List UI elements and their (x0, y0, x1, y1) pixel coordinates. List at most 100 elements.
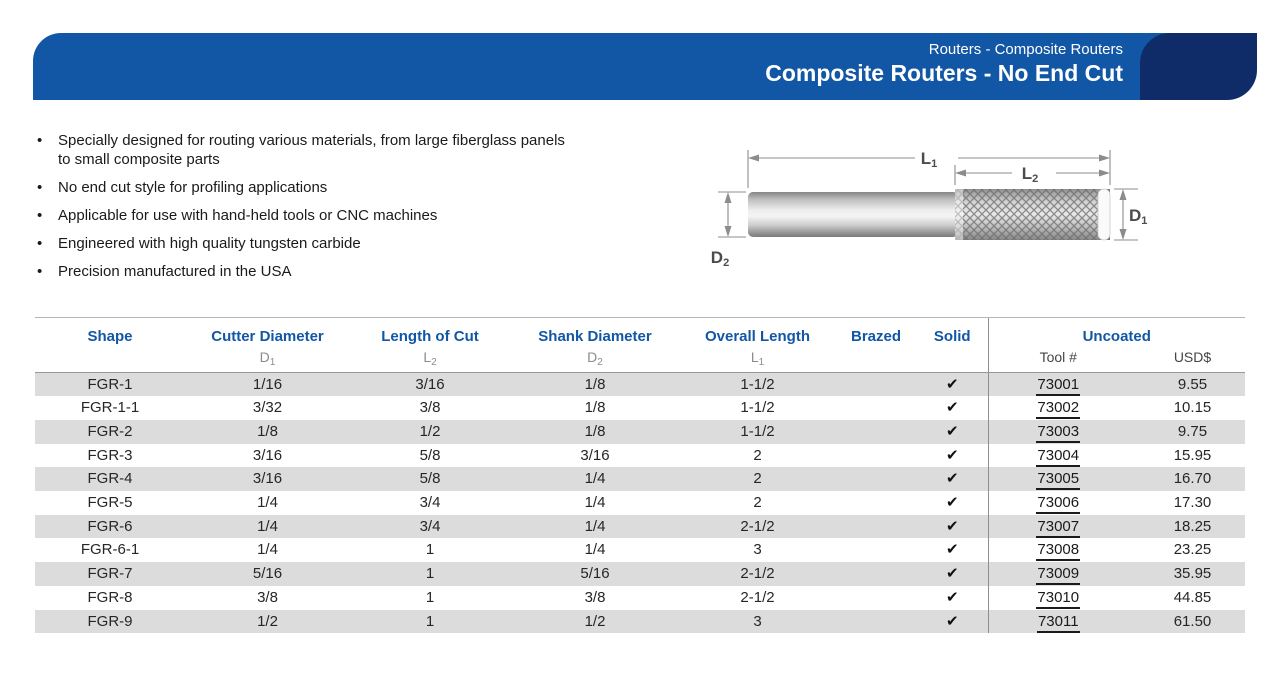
tool-number-link[interactable]: 73005 (1036, 471, 1081, 491)
cell-overall-length: 3 (680, 609, 835, 634)
cell-solid-check-icon: ✔ (945, 399, 959, 417)
cell-shank-diameter: 1/8 (510, 419, 680, 444)
feature-text: Applicable for use with hand-held tools … (58, 207, 438, 224)
feature-item: • Specially designed for routing various … (37, 131, 577, 169)
cell-shape: FGR-6 (35, 514, 185, 539)
table-row: FGR-1 1/16 3/16 1/8 1-1/2 ✔ 73001 9.55 (35, 372, 1245, 397)
page-title: Composite Routers - No End Cut (765, 60, 1123, 86)
cell-shank-diameter: 1/2 (510, 609, 680, 634)
feature-text: No end cut style for profiling applicati… (58, 179, 328, 196)
table-row: FGR-6-1 1/4 1 1/4 3 ✔ 73008 23.25 (35, 538, 1245, 563)
cell-usd-price: 44.85 (1173, 588, 1212, 606)
cell-solid-check-icon: ✔ (917, 609, 988, 634)
feature-item: • No end cut style for profiling applicat… (37, 178, 577, 197)
cell-brazed (835, 586, 917, 610)
table-row: FGR-7 5/16 1 5/16 2-1/2 ✔ 73009 35.95 (35, 562, 1245, 586)
tool-number-link[interactable]: 73004 (1036, 447, 1081, 467)
feature-text: Precision manufactured in the USA (58, 263, 292, 280)
feature-item: • Engineered with high quality tungsten c… (37, 234, 577, 253)
table-subheader-row: D1 L2 D2 L1 Tool # USD$ (35, 347, 1245, 373)
cell-brazed (835, 491, 917, 515)
dim-label-d2: D2 (711, 248, 729, 269)
cell-length-of-cut: 3/4 (419, 494, 441, 512)
cell-brazed (835, 419, 917, 444)
cell-overall-length: 3 (753, 541, 762, 559)
feature-item: • Applicable for use with hand-held tools… (37, 206, 577, 225)
cell-brazed (835, 467, 917, 492)
bit-shank (748, 192, 958, 237)
tool-number-link[interactable]: 73001 (1036, 376, 1081, 396)
cell-usd-price: 23.25 (1173, 541, 1212, 559)
table-row: FGR-6 1/4 3/4 1/4 2-1/2 ✔ 73007 18.25 (35, 514, 1245, 539)
tool-number-link[interactable]: 73010 (1036, 589, 1081, 609)
col-header-shank-diameter: Shank Diameter (510, 317, 680, 348)
tool-number-link[interactable]: 73003 (1036, 423, 1081, 443)
cell-usd-price: 61.50 (1110, 609, 1245, 634)
cell-tool-number: 73010 (987, 585, 1110, 610)
cell-brazed (835, 372, 917, 397)
table-row: FGR-2 1/8 1/2 1/8 1-1/2 ✔ 73003 9.75 (35, 419, 1245, 444)
cell-length-of-cut: 3/16 (350, 372, 510, 397)
col-header-cutter-diameter: Cutter Diameter (185, 317, 350, 348)
cell-cutter-diameter: 1/16 (185, 372, 350, 397)
cell-usd-price: 18.25 (1110, 514, 1245, 539)
cell-tool-number: 73003 (987, 419, 1110, 444)
cell-shank-diameter: 1/8 (510, 372, 680, 397)
table-row: FGR-1-1 3/32 3/8 1/8 1-1/2 ✔ 73002 10.15 (35, 396, 1245, 420)
cell-usd-price: 17.30 (1173, 494, 1212, 512)
cell-solid-check-icon: ✔ (945, 446, 959, 464)
col-header-brazed: Brazed (835, 317, 917, 348)
cell-brazed (835, 562, 917, 586)
dim-label-l1: L1 (921, 149, 938, 170)
cell-overall-length: 2 (680, 467, 835, 492)
subheader-tool-number: Tool # (987, 347, 1110, 373)
cell-shank-diameter: 3/8 (584, 588, 606, 606)
header-banner-bar (33, 33, 1173, 100)
dim-label-d1: D1 (1129, 206, 1147, 227)
col-header-shape: Shape (35, 317, 185, 348)
tool-number-link[interactable]: 73008 (1036, 542, 1081, 562)
cell-shape: FGR-8 (87, 588, 133, 606)
cell-usd-price: 35.95 (1110, 562, 1245, 586)
tool-number-link[interactable]: 73007 (1036, 518, 1081, 538)
cell-solid-check-icon: ✔ (917, 419, 988, 444)
cell-tool-number: 73011 (987, 609, 1110, 634)
cell-cutter-diameter: 3/8 (257, 588, 278, 606)
cell-length-of-cut: 1 (425, 541, 435, 559)
cell-tool-number: 73006 (987, 491, 1110, 515)
cell-tool-number: 73002 (987, 396, 1110, 420)
cell-length-of-cut: 5/8 (350, 467, 510, 492)
tool-number-link[interactable]: 73011 (1036, 613, 1080, 633)
bullet-icon: • (37, 207, 43, 224)
subheader-shape (35, 347, 185, 373)
tool-number-link[interactable]: 73009 (1036, 566, 1081, 586)
cell-shape: FGR-6-1 (80, 541, 140, 559)
tool-number-link[interactable]: 73006 (1036, 495, 1081, 515)
bullet-icon: • (37, 263, 43, 280)
subheader-usd: USD$ (1110, 347, 1245, 373)
cell-usd-price: 16.70 (1110, 467, 1245, 492)
table-row: FGR-9 1/2 1 1/2 3 ✔ 73011 61.50 (35, 609, 1245, 634)
cell-shank-diameter: 1/4 (584, 541, 606, 559)
cell-shape: FGR-2 (35, 419, 185, 444)
router-bit-svg: L1 L2 D1 D2 (711, 149, 1148, 269)
cell-cutter-diameter: 1/4 (185, 514, 350, 539)
tool-number-link[interactable]: 73002 (1036, 400, 1081, 420)
col-header-solid: Solid (917, 317, 988, 348)
cell-brazed (835, 514, 917, 539)
cell-shape: FGR-4 (35, 467, 185, 492)
cell-length-of-cut: 1 (425, 588, 435, 606)
cell-overall-length: 1-1/2 (740, 399, 775, 417)
cell-shank-diameter: 3/16 (580, 446, 610, 464)
cell-overall-length: 1-1/2 (680, 419, 835, 444)
cell-cutter-diameter: 1/8 (185, 419, 350, 444)
dim-label-l2: L2 (1022, 164, 1039, 185)
page-header: Routers - Composite Routers Composite Ro… (33, 33, 1257, 100)
cell-overall-length: 2-1/2 (740, 588, 775, 606)
cell-usd-price: 9.75 (1110, 419, 1245, 444)
cell-shape: FGR-5 (87, 494, 133, 512)
cell-overall-length: 2-1/2 (680, 514, 835, 539)
cell-shape: FGR-7 (35, 562, 185, 586)
bullet-icon: • (37, 132, 43, 149)
